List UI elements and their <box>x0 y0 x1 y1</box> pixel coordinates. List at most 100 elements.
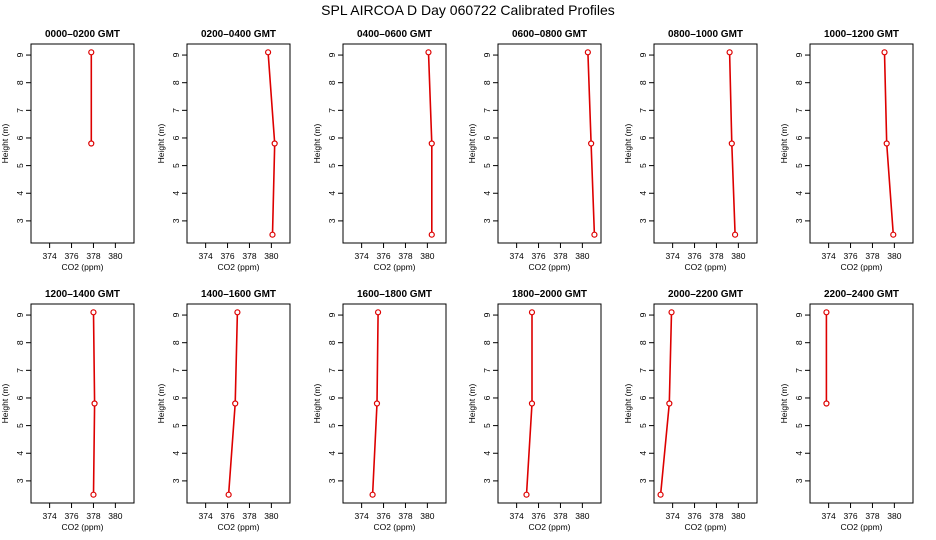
x-tick-label: 378 <box>709 251 723 261</box>
y-tick-label: 9 <box>327 52 337 57</box>
panel-title: 1800–2000 GMT <box>512 289 587 300</box>
x-axis-label: CO2 (ppm) <box>840 262 882 272</box>
data-point <box>823 400 830 407</box>
x-tick-label: 376 <box>376 511 390 521</box>
y-tick-label: 8 <box>15 340 25 345</box>
y-tick-label: 8 <box>482 80 492 85</box>
x-axis-label: CO2 (ppm) <box>684 522 726 532</box>
y-tick-label: 6 <box>15 395 25 400</box>
y-tick-label: 5 <box>15 163 25 168</box>
panel-title: 1200–1400 GMT <box>45 289 120 300</box>
y-tick-label: 7 <box>171 108 181 113</box>
y-tick-label: 6 <box>794 395 804 400</box>
panel-0: 0000–0200 GMT 374 376 378 380 3 4 5 6 7 8 9 CO2 (ppm… <box>0 29 135 272</box>
panel-5: 1000–1200 GMT 374 376 378 380 3 4 5 6 7 8 9 CO2 (ppm… <box>779 29 914 272</box>
panel-2: 0400–0600 GMT 374 376 378 380 3 4 5 6 7 8 9 CO2 (ppm… <box>312 29 447 272</box>
y-tick-label: 9 <box>638 312 648 317</box>
x-axis-label: CO2 (ppm) <box>373 522 415 532</box>
y-tick-label: 3 <box>794 478 804 483</box>
data-point <box>890 231 897 238</box>
x-tick-label: 376 <box>376 251 390 261</box>
data-point <box>373 400 381 407</box>
data-point <box>523 491 530 498</box>
data-point <box>88 140 95 147</box>
panel-6: 1200–1400 GMT 374 376 378 380 3 4 5 6 7 8 9 CO2 (ppm… <box>0 289 135 532</box>
y-tick-label: 9 <box>482 52 492 57</box>
x-tick-label: 378 <box>865 511 879 521</box>
x-tick-label: 378 <box>709 511 723 521</box>
y-axis-label: Height (m) <box>312 124 322 164</box>
y-tick-label: 5 <box>171 423 181 428</box>
data-point <box>88 49 95 56</box>
panel-9: 1800–2000 GMT 374 376 378 380 3 4 5 6 7 8 9 CO2 (ppm… <box>467 289 602 532</box>
data-point <box>374 309 382 316</box>
x-tick-label: 376 <box>531 251 545 261</box>
data-point <box>726 49 733 56</box>
x-tick-label: 380 <box>731 511 745 521</box>
y-tick-label: 3 <box>638 478 648 483</box>
y-tick-label: 4 <box>15 451 25 456</box>
panel-3: 0600–0800 GMT 374 376 378 380 3 4 5 6 7 8 9 CO2 (ppm… <box>467 29 602 272</box>
y-axis-label: Height (m) <box>156 384 166 424</box>
y-tick-label: 8 <box>794 80 804 85</box>
plot-frame <box>342 43 447 244</box>
y-tick-label: 7 <box>482 368 492 373</box>
data-point <box>90 491 97 498</box>
x-tick-label: 374 <box>510 511 524 521</box>
y-tick-label: 7 <box>638 108 648 113</box>
y-tick-label: 9 <box>794 52 804 57</box>
y-tick-label: 4 <box>482 191 492 196</box>
x-axis-label: CO2 (ppm) <box>528 262 570 272</box>
x-axis-label: CO2 (ppm) <box>373 262 415 272</box>
panel-11: 2200–2400 GMT 374 376 378 380 3 4 5 6 7 8 9 CO2 (ppm… <box>779 289 914 532</box>
y-tick-label: 4 <box>171 191 181 196</box>
x-tick-label: 380 <box>108 251 122 261</box>
data-point <box>425 49 432 56</box>
y-tick-label: 8 <box>15 80 25 85</box>
panel-4: 0800–1000 GMT 374 376 378 380 3 4 5 6 7 8 9 CO2 (ppm… <box>623 29 758 272</box>
y-tick-label: 9 <box>171 312 181 317</box>
y-tick-label: 5 <box>794 163 804 168</box>
y-axis-label: Height (m) <box>467 124 477 164</box>
y-tick-label: 7 <box>15 368 25 373</box>
y-tick-label: 8 <box>638 340 648 345</box>
panel-title: 1600–1800 GMT <box>357 289 432 300</box>
plot-frame <box>653 303 758 504</box>
panel-title: 0000–0200 GMT <box>45 29 120 40</box>
data-point <box>823 309 830 316</box>
x-axis-label: CO2 (ppm) <box>684 262 726 272</box>
y-tick-label: 4 <box>327 451 337 456</box>
panel-7: 1400–1600 GMT 374 376 378 380 3 4 5 6 7 8 9 CO2 (ppm… <box>156 289 291 532</box>
x-tick-label: 380 <box>420 511 434 521</box>
y-tick-label: 8 <box>794 340 804 345</box>
data-point <box>881 49 888 56</box>
data-point <box>91 400 98 407</box>
plot-frame <box>30 303 135 504</box>
x-tick-label: 378 <box>398 251 412 261</box>
plot-frame <box>653 43 758 244</box>
plot-frame <box>186 303 291 504</box>
plot-frame <box>342 303 447 504</box>
data-point <box>588 140 595 147</box>
x-axis-label: CO2 (ppm) <box>61 262 103 272</box>
x-tick-label: 378 <box>242 251 256 261</box>
y-tick-label: 4 <box>327 191 337 196</box>
data-point <box>883 140 890 147</box>
x-tick-label: 376 <box>220 251 234 261</box>
data-point <box>232 400 239 407</box>
y-tick-label: 7 <box>171 368 181 373</box>
data-point <box>591 231 598 238</box>
panel-title: 0200–0400 GMT <box>201 29 276 40</box>
panel-title: 1400–1600 GMT <box>201 289 276 300</box>
data-point <box>428 231 435 238</box>
panel-title: 1000–1200 GMT <box>824 29 899 40</box>
data-point <box>528 309 536 316</box>
x-tick-label: 374 <box>666 251 680 261</box>
y-tick-label: 5 <box>482 423 492 428</box>
data-point <box>728 140 735 147</box>
data-point <box>428 140 435 147</box>
x-tick-label: 374 <box>822 511 836 521</box>
y-tick-label: 6 <box>327 135 337 140</box>
data-point <box>271 140 278 147</box>
data-point <box>657 491 664 498</box>
